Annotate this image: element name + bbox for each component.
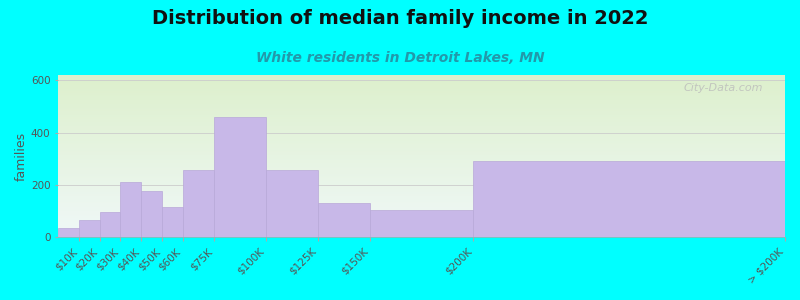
Bar [58,228,79,237]
Bar [474,161,785,237]
Bar [79,220,99,237]
Text: White residents in Detroit Lakes, MN: White residents in Detroit Lakes, MN [256,51,544,65]
Bar [99,212,120,237]
Bar [370,210,474,237]
Bar [120,182,141,237]
Bar [318,203,370,237]
Bar [214,117,266,237]
Y-axis label: families: families [15,131,28,181]
Text: City-Data.com: City-Data.com [684,83,763,93]
Text: Distribution of median family income in 2022: Distribution of median family income in … [152,9,648,28]
Bar [182,170,214,237]
Bar [266,170,318,237]
Bar [162,207,182,237]
Bar [141,191,162,237]
